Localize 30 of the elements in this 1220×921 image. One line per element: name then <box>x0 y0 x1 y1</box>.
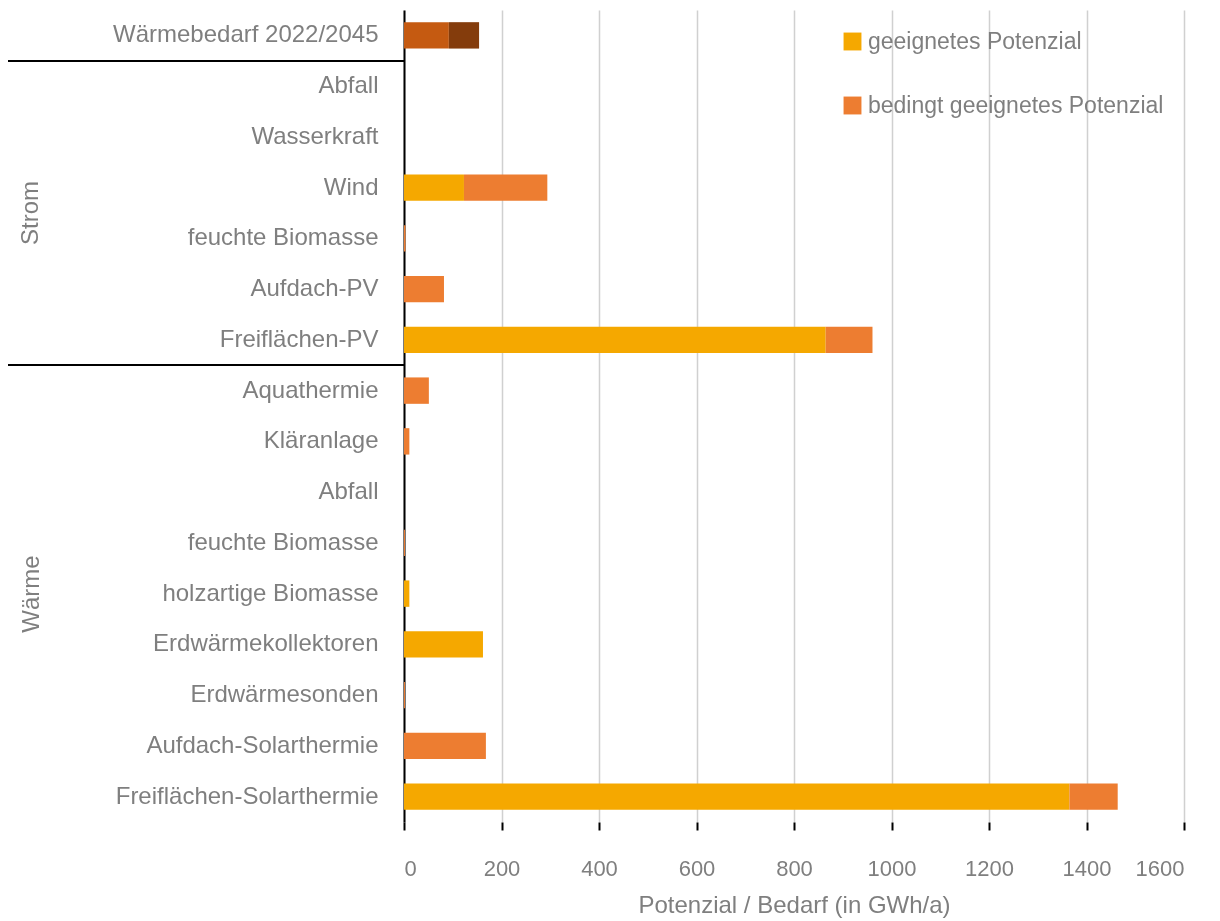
y-tick-label: Aufdach-Solarthermie <box>146 730 379 758</box>
y-tick-label: holzartige Biomasse <box>162 578 379 606</box>
y-tick-label: Wind <box>323 172 379 200</box>
y-tick-label: Freiflächen-Solarthermie <box>115 781 379 809</box>
legend-label: geeignetes Potenzial <box>868 27 1082 54</box>
x-tick-label: 600 <box>678 855 716 881</box>
legend-label: bedingt geeignetes Potenzial <box>868 91 1164 118</box>
y-tick-label: Abfall <box>318 71 379 99</box>
x-tick-label: 400 <box>581 855 618 881</box>
x-tick-label: 800 <box>776 855 813 881</box>
y-tick-label: feuchte Biomasse <box>187 527 379 555</box>
y-tick-label: Aquathermie <box>242 375 379 403</box>
y-tick-label: Erdwärmesonden <box>190 680 379 708</box>
x-tick-label: 0 <box>404 855 417 881</box>
text: Strom <box>16 180 44 246</box>
y-tick-label: Aufdach-PV <box>250 274 379 302</box>
y-tick-label: Erdwärmekollektoren <box>153 629 379 657</box>
y-tick-label: feuchte Biomasse <box>187 223 379 251</box>
y-tick-label: Freiflächen-PV <box>219 324 379 352</box>
y-tick-label: Wasserkraft <box>251 121 379 149</box>
x-tick-label: 1200 <box>965 855 1014 881</box>
x-tick-label: 200 <box>483 855 521 881</box>
y-tick-label: Abfall <box>318 477 379 505</box>
x-axis-title: Potenzial / Bedarf (in GWh/a) <box>638 890 951 918</box>
x-tick-label: 1600 <box>1135 855 1185 881</box>
y-tick-label: Wärmebedarf 2022/2045 <box>113 20 379 48</box>
y-tick-label: Kläranlage <box>263 426 379 454</box>
text: Wärme <box>16 554 45 633</box>
x-tick-label: 1400 <box>1062 855 1112 881</box>
x-tick-label: 1000 <box>867 855 917 881</box>
